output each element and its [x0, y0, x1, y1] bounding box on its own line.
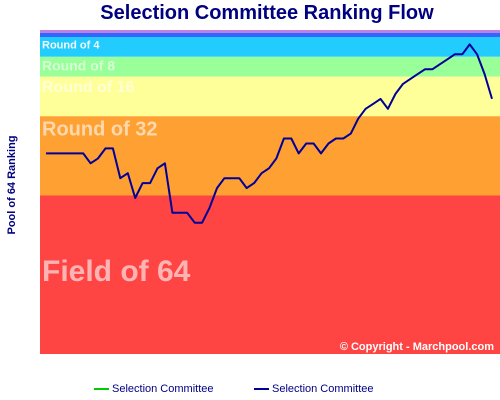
legend: Selection Committee Selection Committee — [0, 381, 500, 397]
band-round-of-4 — [40, 37, 500, 57]
legend-swatch-green — [94, 388, 109, 390]
legend-item-selection-committee-green: Selection Committee — [94, 381, 214, 397]
band-label-round-of-32: Round of 32 — [42, 118, 158, 140]
band-label-round-of-8: Round of 8 — [42, 58, 115, 74]
band-label-round-of-16: Round of 16 — [42, 79, 135, 96]
band-label-field-of-64: Field of 64 — [42, 255, 191, 288]
copyright-text: © Copyright - Marchpool.com — [340, 341, 494, 353]
legend-label: Selection Committee — [112, 383, 214, 395]
series-line-1 — [46, 43, 493, 224]
top-stripe — [40, 30, 500, 33]
band-round-of-16 — [40, 76, 500, 117]
chart-title: Selection Committee Ranking Flow — [100, 2, 434, 24]
band-round-of-32 — [40, 116, 500, 196]
band-round-of-8 — [40, 56, 500, 77]
legend-item-selection-committee-blue: Selection Committee — [254, 381, 374, 397]
band-label-round-of-4: Round of 4 — [42, 39, 100, 51]
legend-label: Selection Committee — [272, 383, 374, 395]
band-field-of-64 — [40, 195, 500, 354]
top-stripe-blue — [40, 33, 500, 37]
legend-swatch-blue — [254, 388, 269, 390]
